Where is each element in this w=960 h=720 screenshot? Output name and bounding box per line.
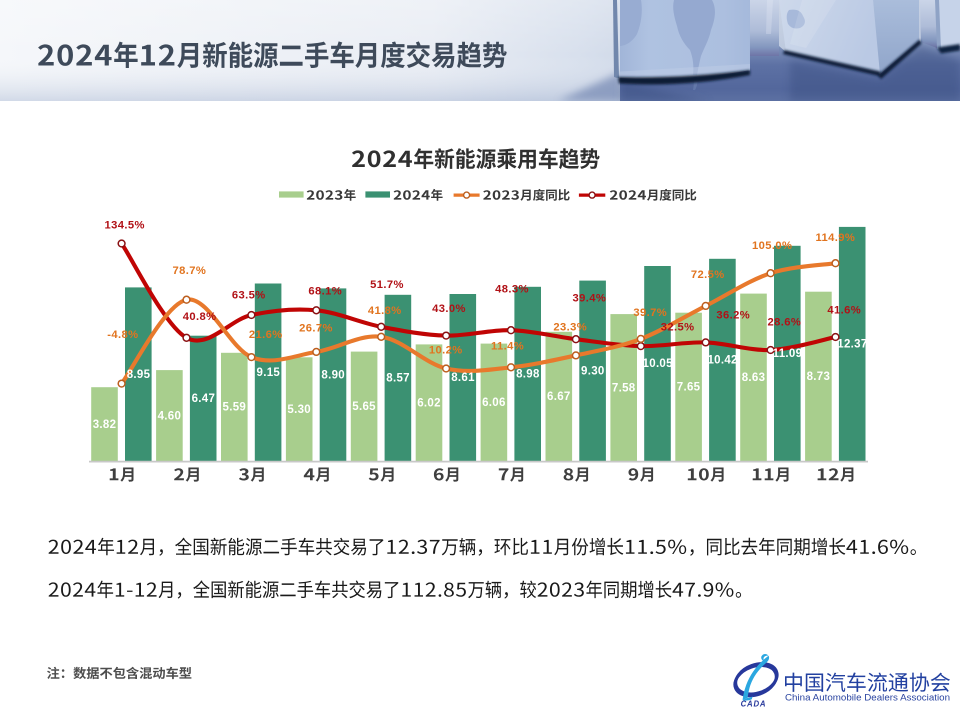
svg-text:43.0%: 43.0% xyxy=(432,303,466,315)
svg-text:6.47: 6.47 xyxy=(192,393,216,405)
svg-text:10.2%: 10.2% xyxy=(429,344,463,356)
svg-text:39.7%: 39.7% xyxy=(633,307,667,319)
svg-text:68.1%: 68.1% xyxy=(308,286,342,298)
svg-text:11.09: 11.09 xyxy=(773,348,803,360)
svg-text:63.5%: 63.5% xyxy=(232,289,266,301)
svg-text:3.82: 3.82 xyxy=(93,419,117,431)
svg-text:9.30: 9.30 xyxy=(581,366,605,378)
svg-text:China Automobile Dealers Assoc: China Automobile Dealers Association xyxy=(785,693,950,703)
svg-text:8.95: 8.95 xyxy=(127,369,151,381)
svg-text:39.4%: 39.4% xyxy=(573,293,607,305)
svg-text:41.6%: 41.6% xyxy=(827,305,861,317)
svg-text:CADA: CADA xyxy=(741,699,767,708)
svg-text:7.58: 7.58 xyxy=(612,382,636,394)
svg-text:51.7%: 51.7% xyxy=(370,279,404,291)
svg-text:40.8%: 40.8% xyxy=(183,311,217,323)
svg-text:7.65: 7.65 xyxy=(677,382,701,394)
svg-text:11.4%: 11.4% xyxy=(491,340,524,352)
svg-text:5.65: 5.65 xyxy=(352,401,376,413)
svg-text:12.37: 12.37 xyxy=(837,339,867,351)
svg-text:9.15: 9.15 xyxy=(257,367,281,379)
svg-text:23.3%: 23.3% xyxy=(553,321,587,333)
svg-text:26.7%: 26.7% xyxy=(299,322,333,334)
svg-text:6.06: 6.06 xyxy=(482,397,506,409)
svg-text:8.63: 8.63 xyxy=(742,372,766,384)
svg-text:6.67: 6.67 xyxy=(547,391,571,403)
svg-text:8.61: 8.61 xyxy=(451,372,475,384)
svg-text:105.0%: 105.0% xyxy=(752,240,792,252)
svg-text:6.02: 6.02 xyxy=(417,397,441,409)
svg-text:21.6%: 21.6% xyxy=(249,329,283,341)
svg-text:72.5%: 72.5% xyxy=(691,269,725,281)
svg-text:8.57: 8.57 xyxy=(386,373,410,385)
svg-text:4.60: 4.60 xyxy=(158,410,182,422)
svg-text:10.05: 10.05 xyxy=(643,358,674,370)
svg-text:134.5%: 134.5% xyxy=(105,220,145,232)
svg-text:10.42: 10.42 xyxy=(707,355,737,367)
svg-text:8.90: 8.90 xyxy=(321,369,345,381)
svg-text:8.98: 8.98 xyxy=(516,369,540,381)
svg-text:78.7%: 78.7% xyxy=(173,265,207,277)
svg-text:41.8%: 41.8% xyxy=(368,305,402,317)
svg-text:5.30: 5.30 xyxy=(287,404,311,416)
svg-text:8.73: 8.73 xyxy=(807,371,831,383)
svg-text:114.9%: 114.9% xyxy=(816,232,856,244)
svg-text:-4.8%: -4.8% xyxy=(107,329,138,341)
svg-text:48.3%: 48.3% xyxy=(495,283,529,295)
svg-text:28.6%: 28.6% xyxy=(768,317,802,329)
svg-text:32.5%: 32.5% xyxy=(661,321,695,333)
svg-text:5.59: 5.59 xyxy=(223,402,247,414)
svg-text:36.2%: 36.2% xyxy=(716,309,750,321)
